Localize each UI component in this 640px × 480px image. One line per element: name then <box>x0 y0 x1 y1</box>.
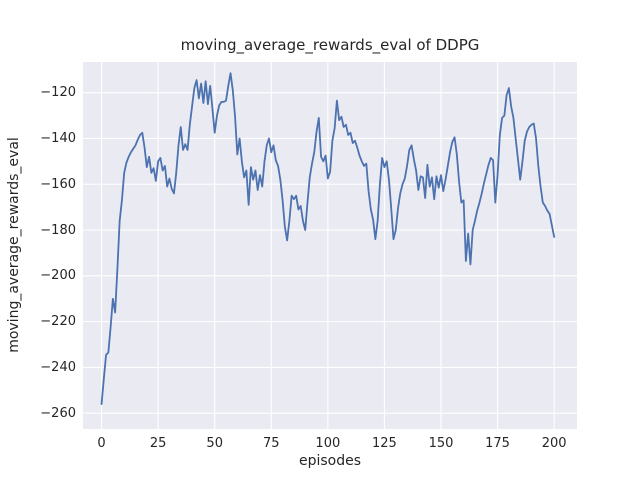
x-tick-label: 100 <box>315 436 341 451</box>
y-tick-label: −260 <box>40 405 76 421</box>
x-tick-label: 175 <box>485 436 510 451</box>
chart-title: moving_average_rewards_eval of DDPG <box>180 36 480 54</box>
y-tick-label: −140 <box>40 130 76 146</box>
x-tick-label: 200 <box>541 436 567 451</box>
y-tick-label: −180 <box>40 222 76 238</box>
x-tick-label: 25 <box>149 436 167 451</box>
x-tick-label: 50 <box>206 436 223 451</box>
y-tick-label: −120 <box>40 85 76 101</box>
x-tick-label: 0 <box>97 436 106 451</box>
y-tick-label: −220 <box>40 314 76 330</box>
x-tick-label: 75 <box>262 436 280 451</box>
y-tick-label: −200 <box>40 268 76 284</box>
data-line-moving_average_rewards_eval <box>100 72 556 405</box>
x-axis-label: episodes <box>298 453 362 469</box>
y-tick-label: −240 <box>40 359 76 375</box>
x-tick-label: 125 <box>372 436 397 451</box>
y-tick-label: −160 <box>40 176 76 192</box>
x-tick-label: 150 <box>428 436 454 451</box>
